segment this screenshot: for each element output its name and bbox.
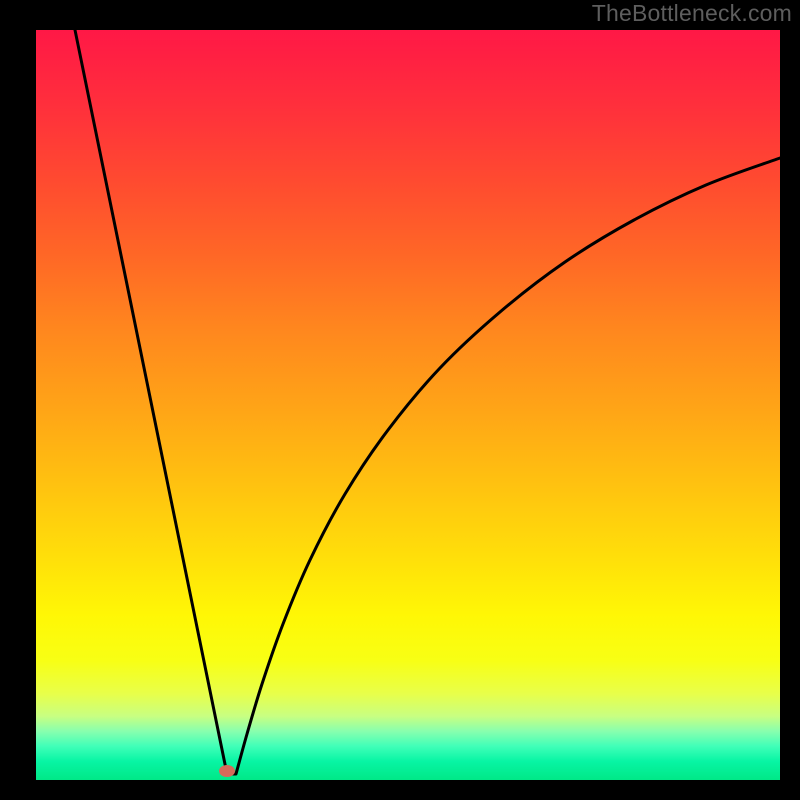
- watermark-text: TheBottleneck.com: [592, 0, 792, 27]
- optimal-point-marker: [219, 765, 235, 777]
- chart-container: TheBottleneck.com: [0, 0, 800, 800]
- bottleneck-chart: [0, 0, 800, 800]
